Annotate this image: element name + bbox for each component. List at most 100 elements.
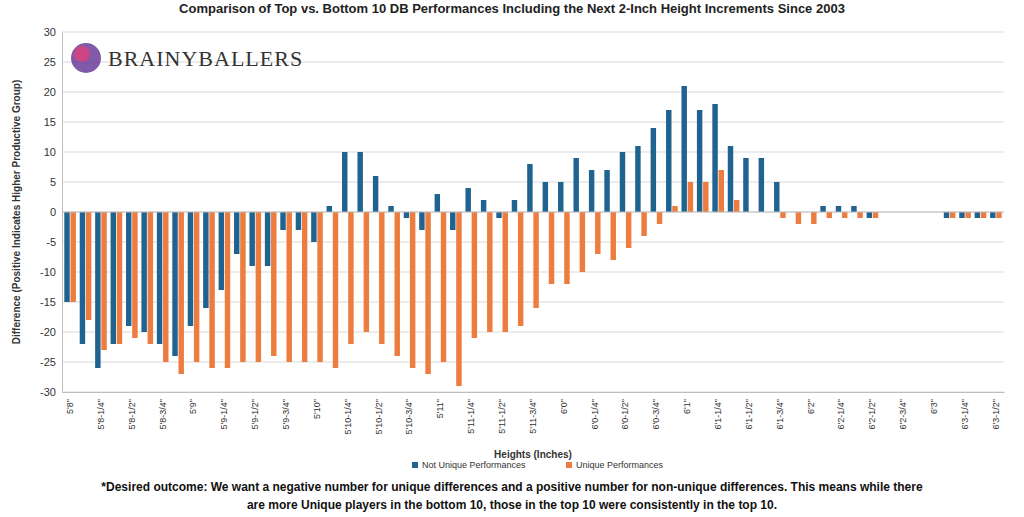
- chart: Comparison of Top vs. Bottom 10 DB Perfo…: [0, 0, 1024, 517]
- x-tick-label: 6'0-1/4": [590, 399, 600, 429]
- bar: [703, 182, 708, 212]
- grid-line: [62, 212, 1004, 213]
- bar: [64, 212, 69, 302]
- bar: [651, 128, 656, 212]
- x-tick: 5'9": [188, 392, 198, 414]
- x-tick-label: 5'10": [312, 399, 322, 419]
- x-tick: 6'1-3/4": [775, 392, 785, 429]
- bar: [111, 212, 116, 344]
- y-tick: -5: [46, 236, 62, 248]
- bar: [549, 212, 554, 284]
- logo-icon-detail: [74, 46, 90, 62]
- bar: [959, 212, 964, 218]
- x-tick-label: 5'8-1/2": [127, 399, 137, 429]
- bar: [388, 206, 393, 212]
- bar: [395, 212, 400, 356]
- x-tick: 6'1-1/4": [713, 392, 723, 429]
- x-tick-label: 6'2-1/2": [867, 399, 877, 429]
- bar: [558, 182, 563, 212]
- bar: [857, 212, 862, 218]
- x-tick-label: 5'11-1/2": [497, 399, 507, 434]
- y-tick: 25: [44, 56, 62, 68]
- bar: [595, 212, 600, 254]
- bar: [465, 188, 470, 212]
- legend-label: Not Unique Performances: [422, 460, 526, 470]
- x-axis-line: [63, 392, 1005, 393]
- x-tick-label: 6'0": [559, 399, 569, 414]
- x-tick-label: 5'9-1/4": [219, 399, 229, 429]
- legend-swatch: [566, 462, 572, 468]
- bar: [672, 206, 677, 212]
- x-tick-label: 5'11-3/4": [528, 399, 538, 434]
- x-tick: 5'8-1/2": [127, 392, 137, 429]
- bar: [827, 212, 832, 218]
- bar: [487, 212, 492, 332]
- bar: [163, 212, 168, 362]
- bar: [209, 212, 214, 368]
- bar: [86, 212, 91, 320]
- bar: [101, 212, 106, 350]
- bar: [249, 212, 254, 266]
- y-tick: -30: [40, 386, 62, 398]
- grid-line: [62, 32, 1004, 33]
- y-tick-label: -5: [46, 236, 56, 248]
- x-tick: 6'3": [929, 392, 939, 414]
- bars: [64, 86, 1001, 386]
- grid-line: [62, 392, 1004, 393]
- x-tick: 5'11": [435, 392, 445, 418]
- bar: [80, 212, 85, 344]
- bar: [357, 152, 362, 212]
- x-tick-label: 5'8": [65, 399, 75, 414]
- bar: [512, 200, 517, 212]
- bar-series: [70, 170, 1001, 386]
- bar: [496, 212, 501, 218]
- title: Comparison of Top vs. Bottom 10 DB Perfo…: [179, 1, 845, 16]
- bar: [194, 212, 199, 362]
- x-tick: 6'2": [806, 392, 816, 414]
- y-tick: -20: [40, 326, 62, 338]
- x-tick: 5'9-1/4": [219, 392, 229, 429]
- bar: [265, 212, 270, 266]
- x-tick-label: 5'8-1/4": [96, 399, 106, 429]
- bar: [435, 194, 440, 212]
- bar: [70, 212, 75, 302]
- bar: [635, 146, 640, 212]
- bar: [527, 164, 532, 212]
- x-tick: 5'8-3/4": [158, 392, 168, 429]
- grid-line: [62, 182, 1004, 183]
- bar: [580, 212, 585, 272]
- y-tick: 15: [44, 116, 62, 128]
- bar: [734, 200, 739, 212]
- bar: [348, 212, 353, 344]
- y-tick: 5: [50, 176, 62, 188]
- x-tick: 6'2-1/4": [836, 392, 846, 429]
- bar: [188, 212, 193, 326]
- bar: [333, 212, 338, 368]
- y-tick: 20: [44, 86, 62, 98]
- bar: [148, 212, 153, 344]
- bar: [404, 212, 409, 218]
- bar: [240, 212, 245, 362]
- bar: [975, 212, 980, 218]
- bar: [271, 212, 276, 356]
- x-tick: 6'0-1/2": [620, 392, 630, 429]
- bar: [811, 212, 816, 224]
- y-tick-label: 15: [44, 116, 56, 128]
- y-tick-label: 20: [44, 86, 56, 98]
- x-axis-title: Heights (Inches): [494, 449, 572, 460]
- bar: [450, 212, 455, 230]
- bar: [564, 212, 569, 284]
- bar: [611, 212, 616, 260]
- x-axis: 5'8" 5'8-1/4" 5'8-1/2" 5'8-3/4" 5'9" 5'9-1/4"…: [63, 392, 1005, 434]
- x-tick-label: 6'0-3/4": [651, 399, 661, 429]
- bar: [780, 212, 785, 218]
- y-tick: -25: [40, 356, 62, 368]
- y-tick-label: -15: [40, 296, 56, 308]
- bar: [256, 212, 261, 362]
- bar: [626, 212, 631, 248]
- bar: [342, 152, 347, 212]
- bar: [317, 212, 322, 362]
- grid-line: [62, 332, 1004, 333]
- bar: [472, 212, 477, 338]
- bar: [620, 152, 625, 212]
